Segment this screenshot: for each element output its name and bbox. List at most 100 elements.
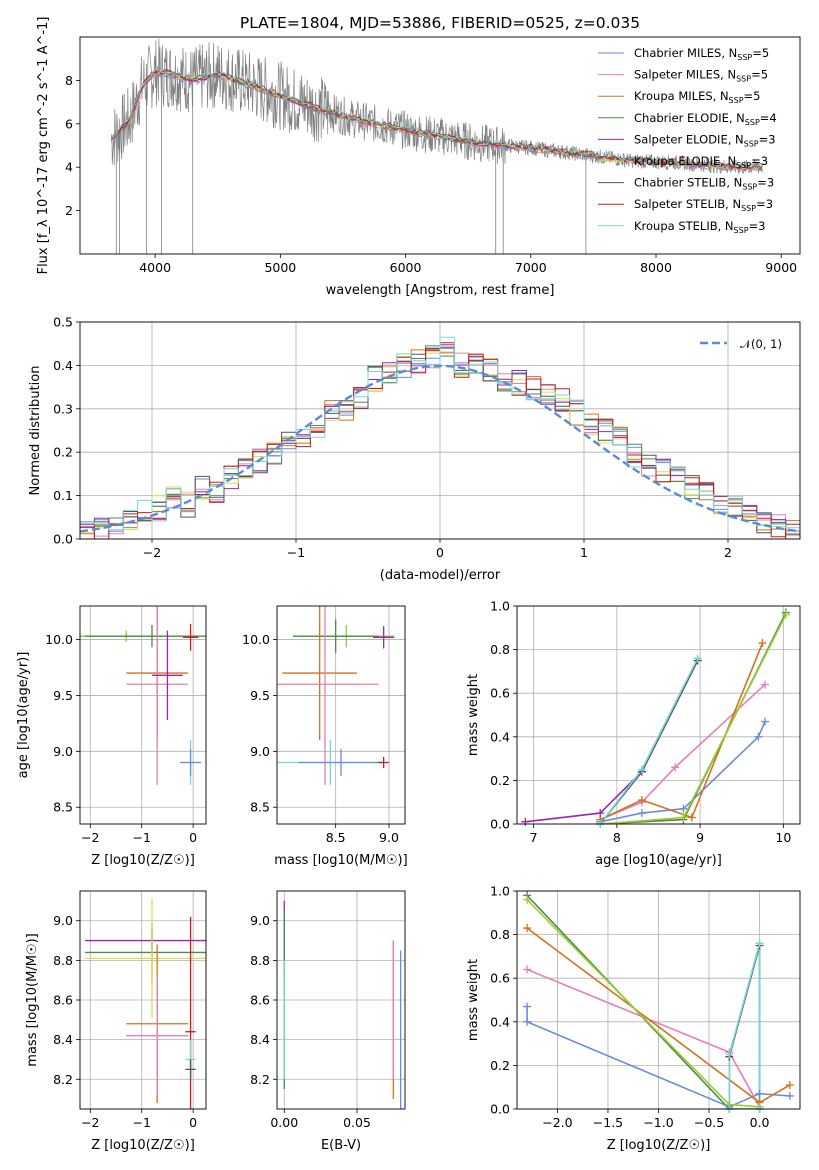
axes-spectrum: 4000 5000 6000 7000 8000 9000 2 4 6 8	[65, 36, 801, 275]
x-axis-label: Z [log10(Z/Z☉)]	[91, 853, 195, 868]
weight-marker	[679, 804, 688, 813]
y-tick-label: 0.4	[490, 729, 510, 744]
weight-marker	[687, 813, 696, 822]
plot-area-mass-vs-Z	[85, 898, 206, 1109]
y-tick-label: 8.6	[53, 993, 73, 1008]
y-axis-label: mass weight	[466, 674, 481, 756]
x-tick-label: 8000	[640, 260, 672, 275]
weight-marker	[725, 1050, 734, 1059]
weight-marker	[758, 639, 767, 648]
x-tick-label: 1	[580, 545, 588, 560]
y-tick-label: 9.5	[53, 688, 73, 703]
legend-entry: Chabrier MILES, NSSP=5	[634, 46, 769, 62]
x-axis-label: age [log10(age/yr)]	[595, 853, 722, 868]
y-tick-label: 8.2	[53, 1072, 73, 1087]
axes-mass-vs-Z: −2 −1 0 8.2 8.4 8.6 8.8 9.0	[53, 890, 207, 1130]
y-tick-label: 4	[65, 160, 73, 175]
y-tick-label: 8.6	[250, 993, 270, 1008]
weight-marker	[523, 1002, 532, 1011]
x-tick-label: 6000	[390, 260, 422, 275]
weight-line-3	[526, 894, 760, 1109]
x-tick-label: 0.05	[343, 1115, 371, 1130]
x-tick-label: 0.0	[750, 1115, 770, 1130]
y-tick-label: 9.0	[250, 744, 270, 759]
weight-marker	[693, 654, 702, 663]
x-tick-label: −2.0	[542, 1115, 572, 1130]
axes-age-vs-Z: −2 −1 0 8.5 9.0 9.5 10.0	[45, 605, 207, 845]
weight-marker	[671, 763, 680, 772]
x-tick-label: −0.5	[694, 1115, 724, 1130]
y-tick-label: 8.5	[250, 800, 270, 815]
axes-frame	[79, 36, 801, 255]
x-tick-label: 0	[189, 830, 197, 845]
y-tick-label: 0.2	[490, 1058, 510, 1073]
weight-marker	[785, 1091, 794, 1100]
x-tick-label: 8	[613, 830, 621, 845]
y-tick-label: 9.0	[53, 913, 73, 928]
x-tick-label: 0	[436, 545, 444, 560]
legend-entry: Chabrier ELODIE, NSSP=4	[634, 111, 777, 127]
x-tick-label: −1	[132, 830, 150, 845]
x-tick-label: −1	[287, 545, 305, 560]
model-line-8	[111, 69, 763, 168]
weight-line-1	[526, 968, 761, 1108]
weight-marker	[523, 965, 532, 974]
x-axis-label: Z [log10(Z/Z☉)]	[91, 1138, 195, 1153]
x-tick-label: −2	[81, 1115, 99, 1130]
axes-frame	[276, 890, 406, 1110]
weight-marker	[523, 1017, 532, 1026]
y-tick-label: 8.8	[250, 953, 270, 968]
y-tick-label: 10.0	[45, 632, 73, 647]
y-tick-label: 9.0	[250, 913, 270, 928]
plot-area-mass-vs-EBV	[283, 900, 402, 1109]
legend-entry: Kroupa MILES, NSSP=5	[634, 89, 760, 105]
y-axis-label: Flux [f_λ 10^-17 erg cm^-2 s^-1 A^-1]	[36, 17, 51, 275]
weight-marker	[761, 717, 770, 726]
axes-frame	[276, 605, 406, 825]
weight-marker	[521, 817, 530, 826]
plot-area-spectrum	[110, 38, 763, 254]
plot-area-age-vs-Z	[80, 606, 206, 785]
x-tick-label: 4000	[139, 260, 171, 275]
histogram-step-8	[80, 336, 800, 531]
y-axis-label: Normed distribution	[28, 366, 43, 496]
x-axis-label: Z [log10(Z/Z☉)]	[607, 1138, 711, 1153]
y-tick-label: 10.0	[242, 632, 270, 647]
weight-marker	[596, 809, 605, 818]
weight-marker	[679, 813, 688, 822]
axes-mass-vs-EBV: 0.00 0.05 8.2 8.4 8.6 8.8 9.0	[250, 890, 406, 1130]
weight-marker	[754, 732, 763, 741]
legend-entry: Salpeter MILES, NSSP=5	[634, 68, 768, 84]
x-tick-label: 9	[696, 830, 704, 845]
legend-entry: Kroupa STELIB, NSSP=3	[634, 219, 765, 235]
x-tick-label: 9000	[765, 260, 797, 275]
x-tick-label: −2	[81, 830, 99, 845]
weight-marker	[761, 680, 770, 689]
x-axis-label: (data-model)/error	[380, 568, 501, 583]
weight-line-1	[599, 683, 766, 821]
weight-line-3	[525, 660, 699, 823]
legend-entry: Kroupa ELODIE, NSSP=3	[634, 154, 768, 170]
y-tick-label: 0.8	[490, 927, 510, 942]
y-tick-label: 0.6	[490, 971, 510, 986]
x-tick-label: −2	[143, 545, 161, 560]
gaussian-curve	[80, 364, 800, 533]
x-tick-label: 7000	[515, 260, 547, 275]
chart-title: PLATE=1804, MJD=53886, FIBERID=0525, z=0…	[240, 14, 640, 32]
legend-entry: Chabrier STELIB, NSSP=3	[634, 176, 774, 192]
weight-marker	[523, 924, 532, 933]
axes-frame	[79, 605, 207, 825]
y-tick-label: 8.8	[53, 953, 73, 968]
legend-entry: Salpeter ELODIE, NSSP=3	[634, 132, 776, 148]
weight-line-5	[600, 614, 787, 824]
y-axis-label: mass [log10(M/M☉)]	[25, 933, 40, 1066]
weight-marker	[785, 1081, 794, 1090]
x-tick-label: 9.0	[379, 830, 399, 845]
y-tick-label: 9.5	[250, 688, 270, 703]
weight-marker	[637, 809, 646, 818]
plot-area-weight-vs-age	[525, 612, 787, 824]
legend-entry: Salpeter STELIB, NSSP=3	[634, 197, 773, 213]
axes-weight-vs-Z: −2.0 −1.5 −1.0 −0.5 0.0 0.0 0.2 0.4 0.6 0.8 1.0	[490, 884, 801, 1130]
y-tick-label: 6	[65, 116, 73, 131]
